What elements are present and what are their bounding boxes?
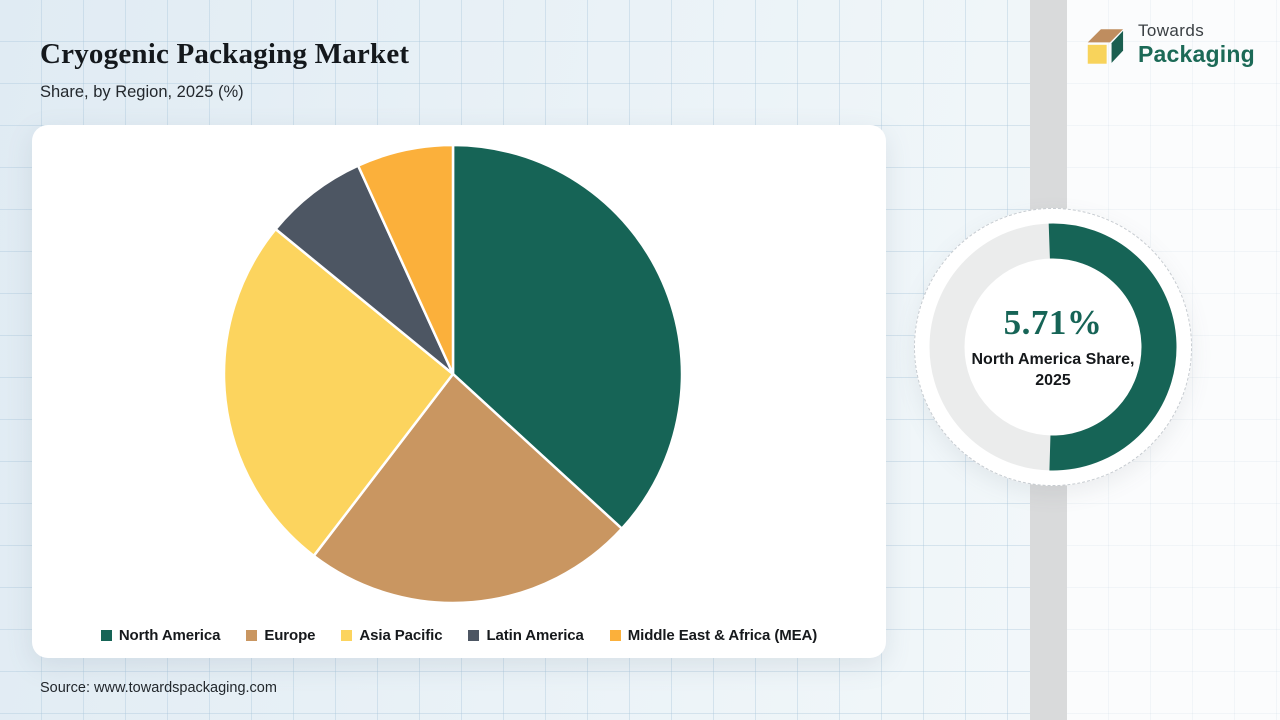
legend-label: Latin America [486,627,584,644]
legend-item: Latin America [468,627,584,644]
legend-swatch-icon [341,630,353,641]
pie-legend: North America Europe Asia Pacific Latin Ame… [32,627,886,644]
pie-slice-latin-america [274,164,455,376]
legend-swatch-icon [468,630,480,641]
legend-label: Europe [264,627,316,644]
legend-swatch-icon [609,630,621,641]
legend-swatch-icon [100,630,112,641]
legend-swatch-icon [246,630,258,641]
legend-label: Asia Pacific [359,627,443,644]
header: Cryogenic Packaging Market Share, by Reg… [40,38,409,102]
logo-text-packaging: Packaging [1138,40,1255,67]
gauge-value: 5.71% [1003,302,1103,342]
legend-label: North America [118,627,221,644]
page-title: Cryogenic Packaging Market [40,38,410,70]
gauge-text: 5.71% North America Share, 2025 [959,303,1147,392]
legend-item: Middle East & Africa (MEA) [609,627,818,644]
pie-slice-europe [312,372,624,605]
gauge-badge: 5.71% North America Share, 2025 [914,208,1192,486]
pie-slice-asia-pacific [222,227,455,558]
legend-label: Middle East & Africa (MEA) [627,627,818,644]
gauge-ring [929,223,1177,471]
cube-top-face [1087,29,1124,43]
page-subtitle: Share, by Region, 2025 (%) [40,83,244,101]
legend-item: North America [100,627,221,644]
legend-item: Asia Pacific [341,627,443,644]
source-note: Source: www.towardspackaging.com [40,680,277,696]
cube-logo-icon [1087,29,1124,64]
pie-card: North America Europe Asia Pacific Latin Ame… [32,125,886,658]
legend-item: Europe [246,627,316,644]
pie-slice-middle-east-africa-mea [356,143,455,376]
cube-side-face [1111,30,1124,63]
logo-text-towards: Towards [1138,21,1205,40]
logo-text: Towards Packaging [1138,21,1255,67]
logo: Towards Packaging [1082,20,1255,68]
pie-chart [222,143,684,605]
cube-front-face [1087,44,1107,64]
pie-slice-north-america [451,143,684,530]
gauge-caption: North America Share, 2025 [971,350,1135,389]
gauge-arc [929,223,1177,471]
